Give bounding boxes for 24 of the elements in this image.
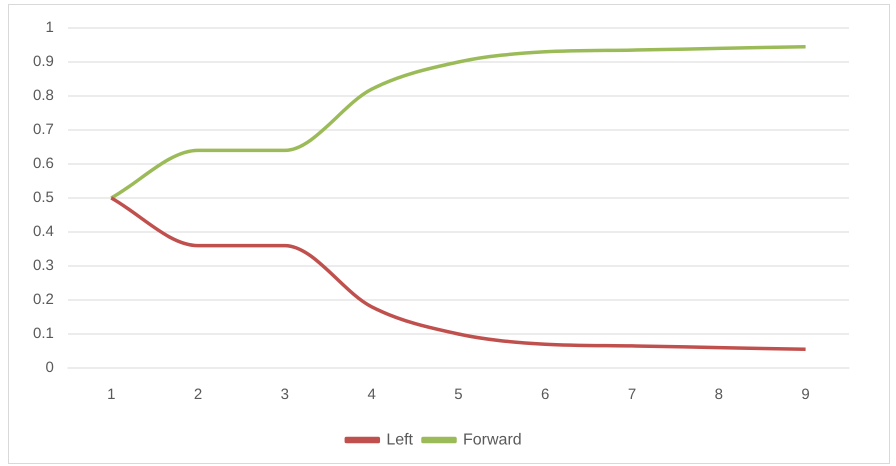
x-tick-label: 7 — [628, 386, 636, 404]
x-tick-label: 9 — [801, 386, 810, 404]
y-tick-label: 0 — [46, 359, 54, 376]
y-tick-label: 0.2 — [32, 291, 54, 308]
x-tick-label: 6 — [541, 386, 550, 404]
legend-label: Left — [386, 431, 414, 448]
y-tick-label: 0.7 — [32, 121, 54, 138]
x-tick-label: 4 — [367, 386, 376, 404]
line-series — [110, 196, 808, 352]
legend-label: Forward — [463, 431, 522, 448]
y-tick-label: 0.3 — [32, 257, 54, 274]
x-tick-label: 1 — [107, 386, 116, 404]
y-tick-label: 0.4 — [32, 223, 54, 240]
line-series — [110, 44, 808, 200]
y-tick-label: 0.6 — [32, 155, 54, 172]
y-tick-label: 1 — [46, 19, 54, 36]
x-tick-label: 3 — [280, 386, 290, 404]
x-tick-label: 5 — [454, 386, 463, 404]
x-tick-label: 8 — [714, 386, 723, 404]
y-tick-label: 0.1 — [32, 325, 54, 342]
y-tick-label: 0.8 — [32, 87, 54, 104]
y-tick-label: 0.5 — [32, 189, 54, 206]
y-tick-label: 0.9 — [32, 53, 54, 70]
x-tick-label: 2 — [194, 386, 202, 404]
